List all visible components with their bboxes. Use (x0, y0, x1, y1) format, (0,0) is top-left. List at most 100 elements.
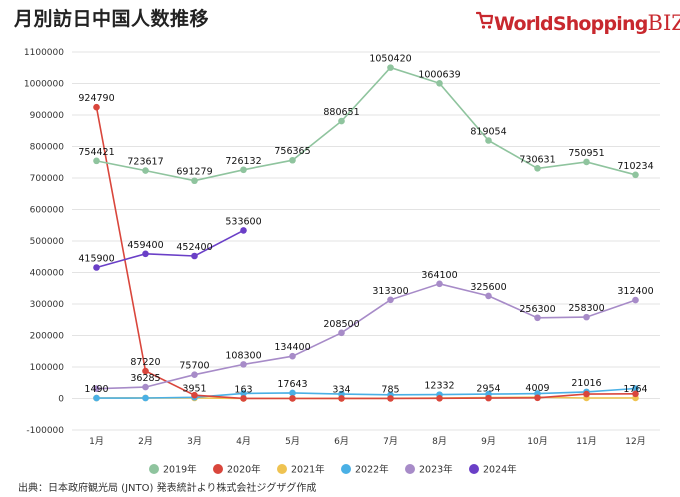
data-point (387, 296, 394, 304)
data-point (142, 367, 149, 375)
data-point (485, 292, 492, 300)
data-label: 880651 (323, 107, 359, 118)
data-label: 1764 (623, 384, 647, 395)
data-label: 710234 (617, 161, 653, 172)
data-label: 75700 (179, 361, 209, 372)
data-label: 21016 (571, 378, 601, 389)
y-tick-label: 1000000 (24, 80, 64, 90)
data-label: 924790 (78, 93, 114, 104)
data-label: 312400 (617, 286, 653, 297)
data-label: 325600 (470, 282, 506, 293)
series-line (96, 282, 636, 390)
data-point (632, 385, 639, 392)
data-point (436, 395, 443, 402)
shopping-cart-icon (476, 11, 493, 29)
legend-label: 2022年 (355, 464, 389, 476)
data-point (583, 158, 590, 166)
data-point (485, 394, 492, 402)
data-label: 785 (381, 384, 399, 395)
x-tick-label: 1月 (89, 436, 104, 447)
legend: 2019年 2020年 2021年 2022年 2023年 2024年 (149, 464, 517, 476)
data-point (142, 167, 149, 174)
y-tick-label: 100000 (30, 363, 65, 373)
legend-marker (405, 464, 415, 474)
y-tick-label: 600000 (30, 206, 65, 216)
legend-label: 2019年 (163, 464, 197, 476)
data-label: 754421 (78, 147, 114, 158)
y-tick-label: 500000 (30, 237, 65, 247)
brand-name: WorldShopping (494, 13, 648, 35)
data-point (191, 252, 198, 260)
data-label: 459400 (127, 240, 163, 251)
data-label: 819054 (470, 126, 506, 137)
data-label: 723617 (127, 157, 163, 168)
data-point (632, 296, 639, 304)
brand-text: WorldShoppingBIZ (494, 11, 680, 35)
x-tick-label: 6月 (334, 436, 349, 447)
data-label: 364100 (421, 270, 457, 281)
data-point (240, 361, 247, 368)
data-label: 256300 (519, 304, 555, 315)
data-point (240, 227, 247, 234)
data-point (289, 395, 296, 402)
data-label: 87220 (130, 357, 160, 368)
data-label: 134400 (274, 342, 310, 353)
legend-marker (277, 464, 287, 474)
data-label: 208500 (323, 319, 359, 330)
data-point (289, 389, 296, 397)
data-point (632, 390, 639, 398)
data-point (485, 137, 492, 144)
brand-suffix: BIZ (647, 11, 680, 35)
legend-marker (213, 464, 223, 474)
y-tick-label: 200000 (30, 332, 65, 342)
data-label: 750951 (568, 148, 604, 159)
data-point (387, 395, 394, 402)
y-tick-label: 400000 (30, 269, 65, 279)
data-label: 313300 (372, 286, 408, 297)
data-point (93, 157, 100, 165)
data-label: 2954 (476, 384, 500, 395)
data-point (436, 79, 443, 87)
data-label: 12332 (424, 381, 454, 392)
data-point (338, 395, 345, 402)
data-point (436, 280, 443, 288)
x-tick-label: 4月 (236, 436, 251, 447)
data-point (534, 165, 541, 172)
data-point (534, 314, 541, 322)
data-label: 108300 (225, 350, 261, 361)
data-point (583, 390, 590, 398)
data-label: 4009 (525, 383, 549, 394)
data-label: 691279 (176, 167, 212, 178)
y-tick-label: 300000 (30, 300, 65, 310)
data-label: 415900 (78, 253, 114, 264)
data-point (191, 177, 198, 185)
series-2024年 (93, 227, 247, 271)
data-point (240, 166, 247, 174)
data-point (289, 352, 296, 360)
series-line (96, 229, 244, 269)
x-tick-label: 2月 (138, 436, 153, 447)
data-point (93, 103, 100, 111)
x-tick-label: 10月 (527, 436, 547, 447)
legend-marker (149, 464, 159, 474)
data-point (93, 394, 100, 402)
legend-label: 2020年 (227, 464, 261, 476)
chart-title: 月別訪日中国人数推移 (14, 8, 210, 30)
legend-marker (341, 464, 351, 474)
y-tick-label: 800000 (30, 143, 65, 153)
data-point (583, 313, 590, 321)
data-point (93, 385, 100, 392)
series-line (96, 66, 636, 182)
y-tick-label: 1100000 (24, 48, 64, 58)
x-tick-label: 9月 (481, 436, 496, 447)
data-label: 730631 (519, 154, 555, 165)
data-point (142, 394, 149, 402)
data-label: 1490 (84, 384, 108, 395)
legend-label: 2024年 (483, 464, 517, 476)
data-label: 533600 (225, 216, 261, 227)
x-axis: 1月 2月 3月 4月 5月 6月 7月 8月 9月 10月 11月 12月 (89, 436, 646, 447)
series-line (95, 107, 636, 400)
data-label: 1050420 (369, 54, 411, 65)
data-label: 334 (332, 384, 350, 395)
